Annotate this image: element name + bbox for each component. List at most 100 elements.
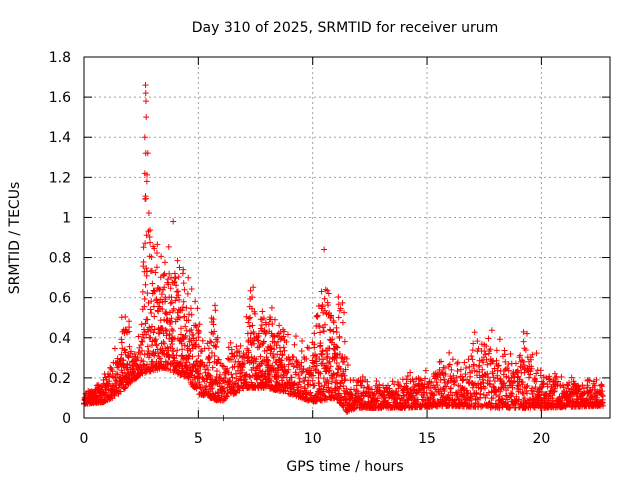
data-point <box>557 382 564 389</box>
data-point <box>510 370 517 377</box>
data-point <box>485 389 492 396</box>
data-point <box>480 359 487 366</box>
data-point <box>580 385 587 392</box>
data-point <box>229 374 236 381</box>
data-point <box>114 371 121 378</box>
data-point <box>164 344 171 351</box>
data-point <box>152 336 159 343</box>
data-point <box>165 276 172 283</box>
data-point <box>233 389 240 396</box>
data-point <box>443 383 450 390</box>
data-point <box>495 362 502 369</box>
data-point <box>497 375 504 382</box>
data-point <box>162 326 169 333</box>
data-point <box>208 349 215 356</box>
data-point <box>457 366 464 373</box>
data-point <box>489 368 496 375</box>
data-point <box>169 327 176 334</box>
data-point <box>206 354 213 361</box>
data-point <box>317 370 324 377</box>
data-point <box>335 314 342 321</box>
data-point <box>153 341 160 348</box>
data-point <box>126 362 133 369</box>
data-point <box>546 378 553 385</box>
data-point <box>259 308 266 315</box>
data-point <box>286 357 293 364</box>
data-point <box>241 360 248 367</box>
data-point <box>263 329 270 336</box>
data-point <box>359 373 366 380</box>
data-point <box>208 381 215 388</box>
data-point <box>274 351 281 358</box>
data-point <box>228 371 235 378</box>
data-point <box>538 384 545 391</box>
data-point <box>140 244 147 251</box>
data-point <box>209 385 216 392</box>
data-point <box>341 338 348 345</box>
data-point <box>349 392 356 399</box>
data-point <box>194 305 201 312</box>
data-point <box>144 316 151 323</box>
data-point <box>338 355 345 362</box>
data-point <box>296 375 303 382</box>
data-point <box>471 329 478 336</box>
data-point <box>150 287 157 294</box>
data-point <box>290 354 297 361</box>
data-point <box>422 367 429 374</box>
data-point <box>156 299 163 306</box>
data-point <box>460 393 467 400</box>
data-point <box>250 284 257 291</box>
data-point <box>192 298 199 305</box>
data-point <box>516 396 523 403</box>
data-point <box>158 291 165 298</box>
data-point <box>490 374 497 381</box>
data-point <box>484 370 491 377</box>
data-point <box>524 330 531 337</box>
data-point <box>292 333 299 340</box>
data-point <box>514 382 521 389</box>
data-point <box>533 378 540 385</box>
data-point <box>524 382 531 389</box>
data-point <box>593 394 600 401</box>
data-point <box>236 348 243 355</box>
data-point <box>310 372 317 379</box>
y-tick-label: 1.8 <box>49 50 71 66</box>
data-point <box>155 308 162 315</box>
data-point <box>121 385 128 392</box>
data-point <box>473 391 480 398</box>
data-point <box>340 382 347 389</box>
data-point <box>268 377 275 384</box>
data-point <box>330 328 337 335</box>
data-point <box>254 337 261 344</box>
data-point <box>321 295 328 302</box>
data-point <box>407 369 414 376</box>
data-point <box>454 368 461 375</box>
data-point <box>118 351 125 358</box>
x-tick-label: 5 <box>194 431 203 447</box>
data-point <box>147 239 154 246</box>
data-point <box>469 356 476 363</box>
data-point <box>161 340 168 347</box>
data-point <box>267 350 274 357</box>
data-point <box>170 348 177 355</box>
data-point <box>157 286 164 293</box>
data-point <box>552 374 559 381</box>
data-point <box>181 313 188 320</box>
data-point <box>333 377 340 384</box>
data-point <box>142 281 149 288</box>
data-point <box>187 305 194 312</box>
data-point <box>512 404 519 411</box>
data-point <box>342 366 349 373</box>
data-point <box>537 372 544 379</box>
data-point <box>246 323 253 330</box>
data-point <box>170 218 177 225</box>
data-point <box>333 329 340 336</box>
data-point <box>533 350 540 357</box>
data-point <box>176 264 183 271</box>
data-point <box>575 386 582 393</box>
data-point <box>284 331 291 338</box>
data-point <box>194 357 201 364</box>
data-point <box>118 339 125 346</box>
data-point <box>524 367 531 374</box>
data-point <box>213 373 220 380</box>
